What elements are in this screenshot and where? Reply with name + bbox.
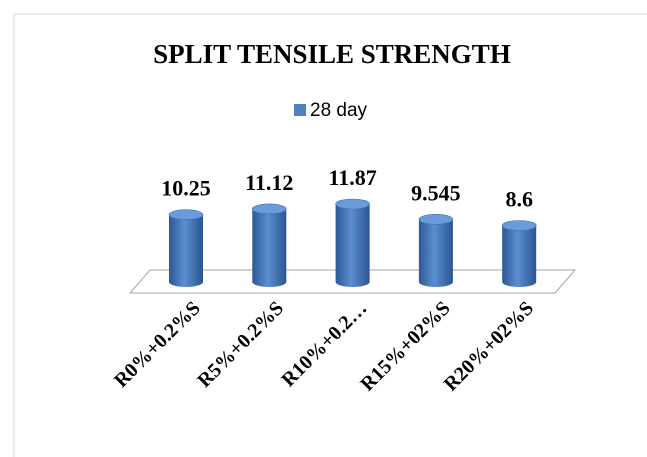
bar-top (418, 213, 454, 225)
legend-swatch (294, 104, 306, 116)
bar (335, 204, 370, 287)
bar (418, 219, 453, 287)
bar-top (501, 220, 537, 231)
data-label: 8.6 (505, 187, 533, 212)
chart-title: SPLIT TENSILE STRENGTH (153, 39, 511, 69)
bar (169, 214, 203, 287)
chart-border (13, 13, 647, 457)
data-label: 9.545 (411, 180, 461, 205)
data-label: 10.25 (161, 176, 211, 201)
data-label: 11.12 (245, 170, 293, 195)
bar (252, 208, 287, 287)
bar (502, 225, 537, 287)
bar-top (335, 198, 370, 210)
bar-top (251, 203, 287, 215)
bar-top (168, 209, 204, 220)
legend-label: 28 day (310, 100, 368, 121)
data-label: 11.87 (328, 165, 376, 190)
